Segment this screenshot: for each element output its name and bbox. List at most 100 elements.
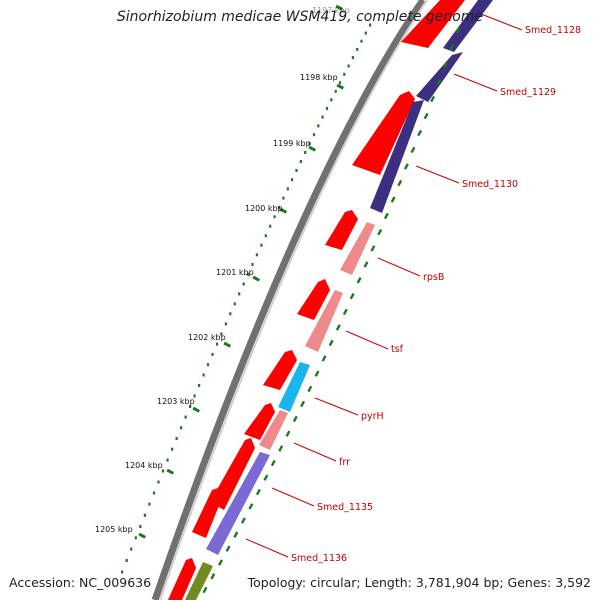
ruler-dot [238, 292, 241, 296]
ruler-dot [220, 332, 223, 336]
ruler-tick [138, 532, 147, 539]
ruler-dot [206, 363, 210, 367]
feature-block [210, 438, 255, 510]
feature-block [352, 91, 415, 175]
ruler-dot [161, 469, 165, 473]
ruler-label: 1202 kbp [188, 333, 226, 342]
ruler-dot [369, 23, 372, 27]
ruler-dot [273, 215, 276, 219]
ruler-tick [279, 207, 288, 214]
gene-block-smed-1136 [206, 452, 270, 555]
ruler-dot [282, 196, 285, 200]
strand-tick [455, 26, 461, 34]
ruler-label: 1201 kbp [216, 268, 254, 277]
ruler-dot [295, 169, 298, 172]
strand-tick [436, 78, 442, 86]
leader-line [271, 487, 315, 507]
gene-label-smed-1128: Smed_1128 [525, 25, 581, 36]
ruler-tick [192, 406, 201, 413]
strand-tick [430, 95, 436, 103]
backbone [151, 0, 428, 600]
strand-tick [383, 212, 389, 220]
ruler-label: 1200 kbp [245, 204, 283, 213]
ruler-dot [330, 98, 333, 102]
ruler-dot [291, 178, 294, 182]
ruler-dot [152, 491, 156, 495]
strand-tick [285, 430, 291, 437]
ruler-dot [312, 133, 316, 137]
ruler-labels: 1197 kbp 1198 kbp 1199 kbp 1200 kbp 1201… [95, 6, 350, 534]
reverse-strand-features [168, 0, 465, 600]
ruler-label: 1197 kbp [312, 6, 350, 15]
ruler-tick [223, 341, 232, 348]
leader-line [293, 442, 337, 462]
strand-tick [233, 531, 239, 538]
strand-tick [292, 415, 298, 423]
strand-tick [202, 586, 208, 594]
ruler-dot [134, 536, 137, 540]
forward-strand-features [185, 0, 493, 600]
ruler-dot [180, 426, 183, 430]
ruler-dot [338, 81, 342, 85]
ruler-dot [121, 570, 124, 574]
ruler-dot [251, 263, 254, 266]
leader-lines [245, 13, 523, 558]
ruler-tick [336, 83, 345, 90]
leader-line [245, 538, 289, 558]
ruler-dot [321, 115, 324, 119]
ruler-dot [189, 405, 192, 408]
leader-line [345, 330, 389, 350]
strand-tick [278, 445, 284, 452]
ruler-dot [286, 187, 289, 191]
strand-tick [349, 292, 355, 300]
strand-tick [370, 245, 376, 252]
ruler-dot [277, 205, 281, 209]
ruler-label: 1199 kbp [273, 139, 311, 148]
strand-tick [300, 400, 306, 408]
ruler-dot [325, 107, 329, 110]
feature-block [401, 0, 465, 48]
ruler-dot [229, 312, 232, 316]
strand-tick [321, 355, 327, 362]
strand-tick [314, 370, 320, 377]
leader-line [453, 73, 498, 92]
ruler-dot [304, 151, 307, 154]
ruler-dot [193, 394, 196, 398]
feature-block [192, 488, 222, 538]
gene-label-tsf: tsf [391, 344, 404, 355]
gene-block-smed-1130 [370, 100, 424, 213]
ruler-dot [198, 383, 201, 387]
feature-block [325, 210, 358, 250]
ruler-dot [242, 282, 245, 286]
ruler-dot [334, 89, 337, 93]
strand-tick [342, 308, 348, 316]
accession-text: Accession: NC_009636 [9, 575, 152, 590]
ruler-dot [166, 458, 169, 462]
ruler-dot [215, 342, 219, 346]
gene-label-pyrH: pyrH [361, 411, 384, 422]
gene-block-smed-1129 [416, 52, 463, 102]
ruler-label: 1203 kbp [157, 397, 195, 406]
gene-block-smed-1128 [443, 0, 493, 52]
gene-label-smed-1135: Smed_1135 [317, 502, 373, 513]
ruler-dot [347, 64, 350, 68]
strand-tick [263, 474, 269, 481]
gene-label-smed-1129: Smed_1129 [500, 87, 556, 98]
ruler-dot [148, 502, 151, 506]
strand-tick [410, 146, 416, 154]
ruler-tick [308, 145, 317, 152]
strand-tick [377, 228, 383, 236]
ruler-dot [360, 39, 363, 43]
ruler-label: 1205 kbp [95, 525, 133, 534]
feature-block [168, 558, 196, 600]
ruler-dot [343, 72, 346, 76]
gene-block-pyrH [278, 362, 310, 412]
ruler-dot [233, 302, 236, 306]
leader-line [480, 13, 523, 31]
gene-block-rpsB [340, 222, 375, 275]
strand-tick [248, 503, 254, 510]
ruler-dot [202, 373, 205, 377]
ruler-dot [211, 352, 214, 356]
strand-tick [403, 163, 409, 170]
ruler-label: 1204 kbp [125, 461, 163, 470]
